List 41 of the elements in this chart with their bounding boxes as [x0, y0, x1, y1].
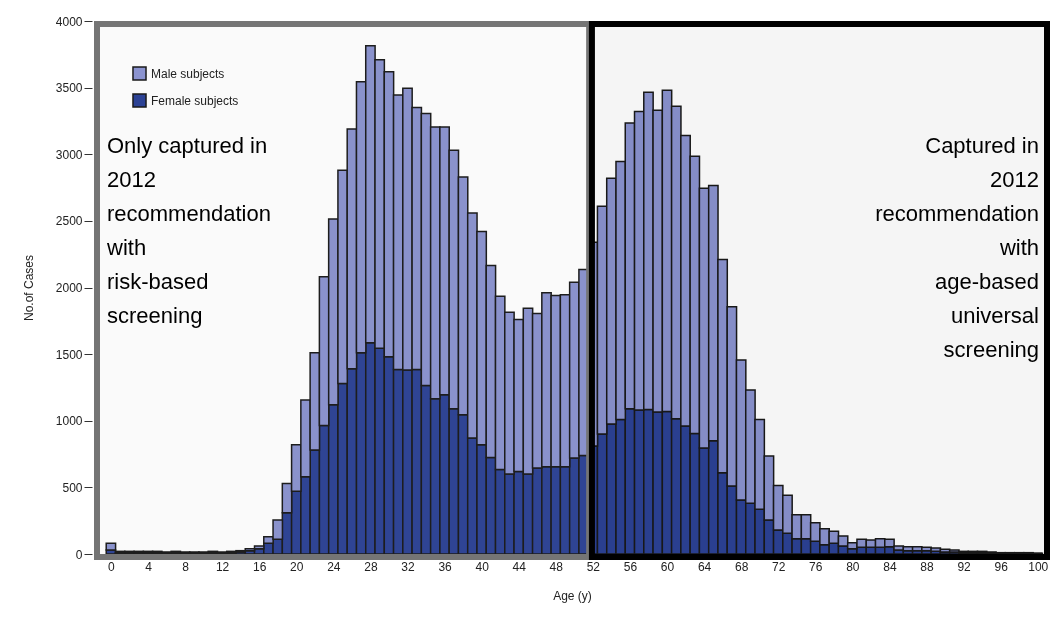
x-tick-label: 52: [586, 559, 601, 574]
x-tick-label: 20: [290, 559, 304, 574]
x-tick-label: 8: [182, 559, 190, 574]
x-tick-label: 40: [475, 559, 490, 574]
x-tick-label: 92: [957, 559, 972, 574]
x-tick-label: 64: [697, 559, 712, 574]
x-tick-label: 60: [660, 559, 675, 574]
y-tick-label: 3000: [55, 147, 83, 162]
x-tick-label: 12: [215, 559, 230, 574]
x-tick-label: 56: [623, 559, 638, 574]
x-tick-label: 88: [920, 559, 935, 574]
x-tick-label: 76: [809, 559, 823, 574]
x-tick-label: 84: [883, 559, 897, 574]
y-tick-label: 1000: [55, 414, 83, 429]
x-tick-label: 44: [512, 559, 527, 574]
y-tick-label: 500: [62, 480, 83, 495]
band-label: Captured in 2012 recommendation with age-based universal screening: [875, 133, 1039, 362]
x-tick-label: 80: [846, 559, 860, 574]
y-tick-label: 1500: [55, 347, 83, 362]
legend-label: Female subjects: [151, 93, 239, 108]
x-tick-label: 24: [327, 559, 341, 574]
x-tick-label: 4: [145, 559, 153, 574]
x-tick-label: 16: [253, 559, 267, 574]
x-tick-label: 96: [994, 559, 1009, 574]
x-axis-title: Age (y): [553, 588, 592, 603]
x-tick-label: 36: [438, 559, 453, 574]
x-tick-label: 32: [401, 559, 415, 574]
legend-label: Male subjects: [151, 66, 225, 81]
y-tick-label: 0: [75, 547, 83, 562]
x-tick-label: 72: [772, 559, 786, 574]
x-tick-label: 48: [549, 559, 564, 574]
y-tick-label: 2500: [55, 214, 83, 229]
x-tick-label: 28: [364, 559, 378, 574]
y-tick-label: 4000: [55, 14, 83, 29]
band-label: Only captured in 2012 recommendation with risk-based screening: [106, 133, 271, 328]
y-tick-label: 3500: [55, 81, 83, 96]
x-tick-label: 0: [108, 559, 116, 574]
y-axis-title: No.of Cases: [21, 254, 36, 322]
x-tick-label: 100: [1028, 559, 1049, 574]
x-tick-label: 68: [734, 559, 749, 574]
y-tick-label: 2000: [55, 281, 83, 295]
